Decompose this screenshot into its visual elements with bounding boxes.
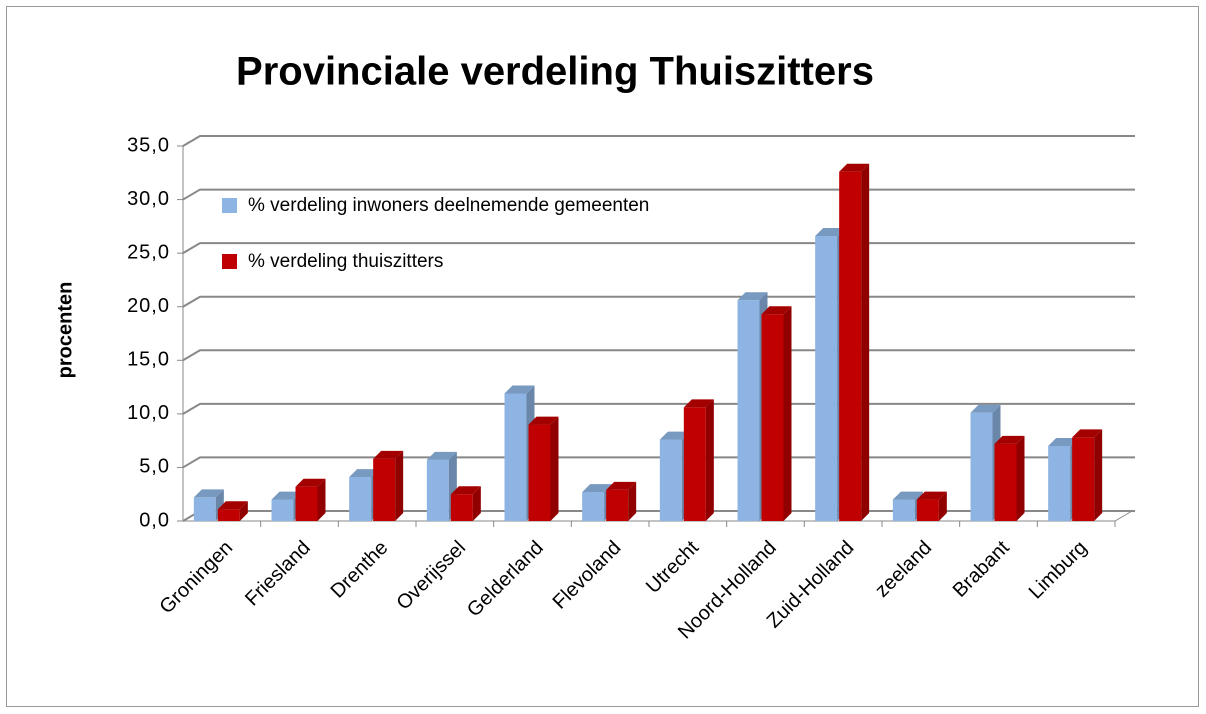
bar-side <box>1094 429 1103 521</box>
bar <box>271 499 294 521</box>
bar <box>373 458 396 521</box>
bar-top <box>970 404 1001 413</box>
bar <box>606 489 629 521</box>
legend-label: % verdeling inwoners deelnemende gemeent… <box>248 195 649 216</box>
bar-top <box>217 501 248 510</box>
bar-top <box>1072 429 1103 438</box>
bar <box>528 424 551 521</box>
y-tick-label: 10,0 <box>127 402 170 424</box>
bar <box>450 494 473 521</box>
bar <box>193 497 216 521</box>
bar-top <box>761 306 792 315</box>
bar-side <box>239 501 248 521</box>
bar-side <box>317 478 326 521</box>
bar-top <box>271 491 302 500</box>
bar-top <box>426 451 457 460</box>
bar-side <box>628 481 637 521</box>
bar-top <box>994 435 1025 444</box>
bar-side <box>395 450 404 521</box>
grid-line <box>182 135 1135 147</box>
bar-side <box>861 163 870 521</box>
y-tick-label: 0,0 <box>139 509 170 531</box>
bar-side <box>550 416 559 521</box>
bar-side <box>783 306 792 521</box>
legend-label: % verdeling thuiszitters <box>248 251 443 272</box>
bar-top <box>815 228 846 236</box>
bar <box>970 412 993 521</box>
bar <box>349 477 372 521</box>
bar-top <box>193 489 224 498</box>
bar <box>737 300 760 521</box>
y-axis-label: procenten <box>54 282 76 379</box>
bar-top <box>659 431 690 440</box>
bar-top <box>737 292 768 301</box>
bar-top <box>892 491 923 500</box>
chart-title: Provinciale verdeling Thuiszitters <box>236 50 874 94</box>
bar-top <box>373 450 404 459</box>
bar <box>683 407 706 521</box>
bar <box>1048 446 1071 521</box>
grid-line <box>182 188 1135 201</box>
bar <box>839 171 862 521</box>
bar <box>295 486 318 521</box>
bar <box>761 314 784 521</box>
bar-top <box>839 163 870 172</box>
y-tick-label: 5,0 <box>139 456 170 478</box>
bar-side <box>705 399 714 521</box>
bar-top <box>1048 438 1079 446</box>
bar <box>892 499 915 521</box>
bar-top <box>528 416 559 425</box>
bar <box>916 499 939 521</box>
bar-side <box>472 486 481 521</box>
bar <box>426 459 449 521</box>
bar-top <box>916 491 947 500</box>
y-tick-label: 15,0 <box>127 349 170 371</box>
bar-top <box>349 469 380 478</box>
legend-swatch <box>222 254 237 269</box>
bar-side <box>938 491 947 521</box>
y-tick-label: 20,0 <box>127 295 170 317</box>
bar-top <box>683 399 714 408</box>
bar-top <box>504 385 535 394</box>
bar <box>994 443 1017 521</box>
bar <box>582 492 605 521</box>
legend-swatch <box>222 198 237 213</box>
y-tick-label: 35,0 <box>127 134 170 156</box>
bar-top <box>606 481 637 490</box>
chart-frame <box>6 6 1199 707</box>
y-tick-label: 25,0 <box>127 241 170 263</box>
bar <box>504 393 527 521</box>
bar-top <box>450 486 481 495</box>
bar <box>659 439 682 521</box>
bar-top <box>582 484 613 493</box>
bar-top <box>295 478 326 487</box>
y-tick-label: 30,0 <box>127 188 170 210</box>
bar <box>815 236 838 521</box>
bar <box>217 509 240 521</box>
bar-side <box>1016 435 1025 521</box>
bar <box>1072 437 1095 521</box>
